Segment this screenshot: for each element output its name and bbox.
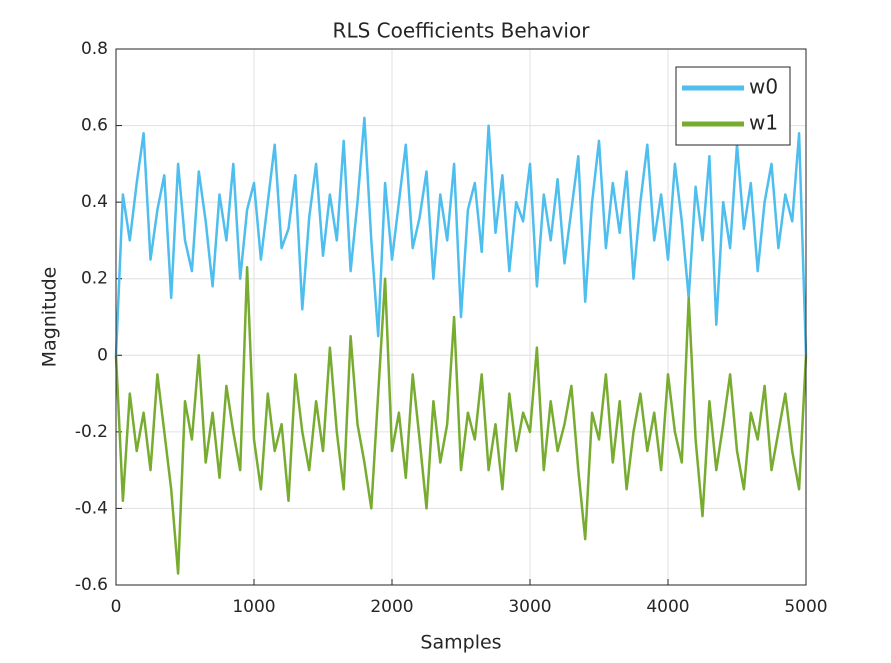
legend-label: w0 <box>749 75 778 99</box>
y-axis-label: Magnitude <box>39 267 61 368</box>
series-line <box>114 265 808 575</box>
legend-box <box>675 66 791 146</box>
x-tick-label: 1000 <box>232 597 275 617</box>
series-line <box>114 116 808 356</box>
x-tick-label: 5000 <box>784 597 827 617</box>
y-tick-label: 0.2 <box>81 269 108 289</box>
y-tick-label: 0.6 <box>81 116 108 136</box>
y-tick-label: 0.8 <box>81 39 108 59</box>
x-tick-label: 4000 <box>646 597 689 617</box>
y-tick-label: -0.6 <box>75 575 108 595</box>
y-tick-label: -0.2 <box>75 422 108 442</box>
x-axis-label: Samples <box>420 632 501 654</box>
chart-title: RLS Coefficients Behavior <box>333 19 591 43</box>
y-tick-label: 0.4 <box>81 192 108 212</box>
x-tick-label: 3000 <box>508 597 551 617</box>
y-tick-label: 0 <box>97 345 108 365</box>
legend-label: w1 <box>749 111 778 135</box>
y-tick-label: -0.4 <box>75 498 108 518</box>
x-tick-label: 0 <box>111 597 122 617</box>
x-tick-label: 2000 <box>370 597 413 617</box>
axes-box <box>115 48 807 586</box>
